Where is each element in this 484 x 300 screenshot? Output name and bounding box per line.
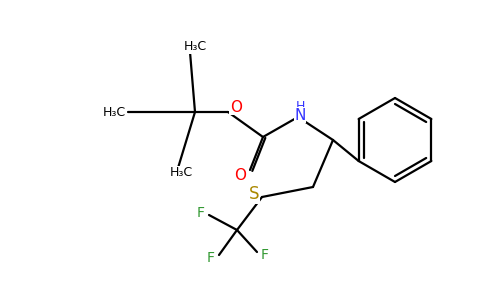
Text: N: N	[294, 107, 306, 122]
Text: O: O	[230, 100, 242, 115]
Text: S: S	[249, 185, 259, 203]
Text: H₃C: H₃C	[169, 167, 193, 179]
Text: H₃C: H₃C	[103, 106, 126, 118]
Text: F: F	[261, 248, 269, 262]
Text: H: H	[295, 100, 305, 113]
Text: H₃C: H₃C	[183, 40, 207, 53]
Text: F: F	[197, 206, 205, 220]
Text: O: O	[234, 167, 246, 182]
Text: F: F	[207, 251, 215, 265]
